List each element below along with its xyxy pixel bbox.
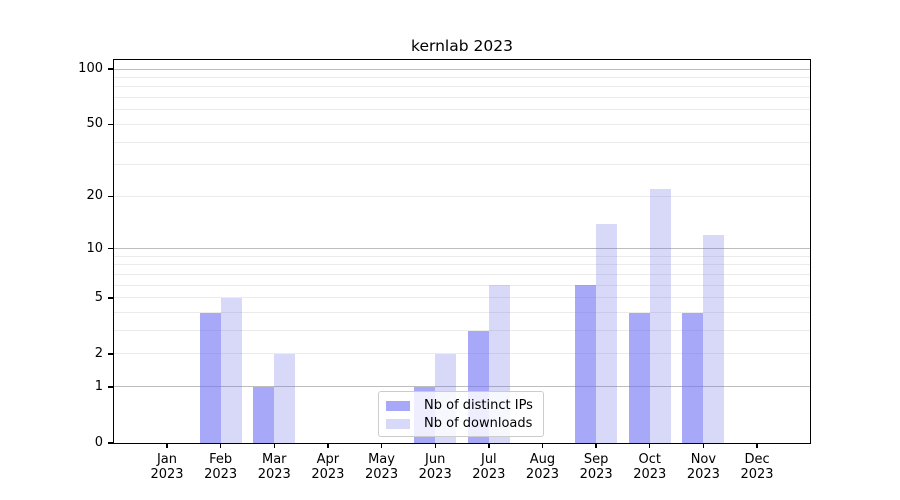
minor-gridline xyxy=(114,284,810,286)
x-tick-label: Sep 2023 xyxy=(579,452,613,482)
minor-gridline xyxy=(114,141,810,143)
y-tick-mark xyxy=(108,386,113,388)
y-tick-mark xyxy=(108,297,113,299)
x-tick-mark xyxy=(273,443,275,448)
bar-nov-downloads xyxy=(703,235,725,443)
y-tick-mark xyxy=(108,195,113,198)
y-tick-label: 5 xyxy=(94,289,103,305)
x-tick-mark xyxy=(488,443,490,448)
legend-swatch-downloads xyxy=(386,418,410,429)
bar-feb-downloads xyxy=(220,297,242,443)
legend-entry-downloads: Nb of downloads xyxy=(386,416,535,431)
x-tick-mark xyxy=(380,443,383,448)
minor-gridline xyxy=(114,77,810,79)
minor-gridline xyxy=(114,255,810,257)
bar-sep-downloads xyxy=(596,223,618,443)
x-tick-label: Aug 2023 xyxy=(525,452,560,482)
x-tick-label: Apr 2023 xyxy=(311,452,345,482)
chart-title: kernlab 2023 xyxy=(411,37,513,55)
x-tick-mark xyxy=(166,443,168,448)
minor-gridline xyxy=(114,330,810,332)
y-tick-label: 10 xyxy=(86,240,103,256)
plot-area xyxy=(114,60,810,443)
legend-swatch-distinct-ips xyxy=(386,400,410,411)
x-tick-mark xyxy=(434,443,436,448)
x-tick-label: Oct 2023 xyxy=(633,452,667,482)
major-gridline xyxy=(114,68,810,70)
minor-gridline xyxy=(114,195,810,197)
x-tick-label: Nov 2023 xyxy=(686,452,720,482)
minor-gridline xyxy=(114,164,810,166)
minor-gridline xyxy=(114,353,810,355)
legend-label: Nb of downloads xyxy=(424,416,533,431)
minor-gridline xyxy=(114,86,810,88)
bar-nov-distinct-ips xyxy=(682,312,704,443)
y-tick-label: 20 xyxy=(86,188,103,204)
legend-label: Nb of distinct IPs xyxy=(424,398,533,413)
bar-oct-downloads xyxy=(649,188,671,443)
y-tick-label: 2 xyxy=(94,345,103,361)
x-tick-label: Jan 2023 xyxy=(150,452,184,482)
y-tick-mark xyxy=(108,248,113,250)
minor-gridline xyxy=(114,109,810,111)
minor-gridline xyxy=(114,312,810,314)
minor-gridline xyxy=(114,97,810,99)
x-tick-label: Jun 2023 xyxy=(418,452,452,482)
x-tick-label: Feb 2023 xyxy=(204,452,238,482)
x-tick-mark xyxy=(702,443,705,448)
y-tick-label: 100 xyxy=(78,61,103,77)
x-tick-label: Dec 2023 xyxy=(740,452,774,482)
bar-mar-downloads xyxy=(274,353,296,443)
legend-entry-distinct-ips: Nb of distinct IPs xyxy=(386,398,535,413)
legend: Nb of distinct IPs Nb of downloads xyxy=(378,391,544,437)
y-tick-label: 0 xyxy=(94,435,103,450)
x-tick-mark xyxy=(219,443,222,448)
bar-oct-distinct-ips xyxy=(628,312,650,443)
x-tick-mark xyxy=(541,443,544,448)
y-tick-mark xyxy=(108,442,113,444)
y-tick-label: 1 xyxy=(94,378,103,394)
y-tick-mark xyxy=(108,353,113,355)
bar-mar-distinct-ips xyxy=(253,386,275,443)
x-tick-label: May 2023 xyxy=(365,452,399,482)
x-tick-label: Jul 2023 xyxy=(472,452,506,482)
x-tick-mark xyxy=(649,443,651,448)
bar-sep-distinct-ips xyxy=(575,285,597,443)
y-tick-label: 50 xyxy=(86,116,103,132)
minor-gridline xyxy=(114,123,810,125)
y-tick-mark xyxy=(108,123,113,126)
x-tick-mark xyxy=(595,443,597,448)
major-gridline xyxy=(114,248,810,250)
minor-gridline xyxy=(114,274,810,276)
x-tick-mark xyxy=(327,443,329,448)
y-tick-mark xyxy=(108,68,113,70)
x-tick-label: Mar 2023 xyxy=(257,452,291,482)
minor-gridline xyxy=(114,297,810,299)
major-gridline xyxy=(114,386,810,388)
bar-feb-distinct-ips xyxy=(199,312,221,443)
x-tick-mark xyxy=(756,443,758,448)
minor-gridline xyxy=(114,264,810,266)
